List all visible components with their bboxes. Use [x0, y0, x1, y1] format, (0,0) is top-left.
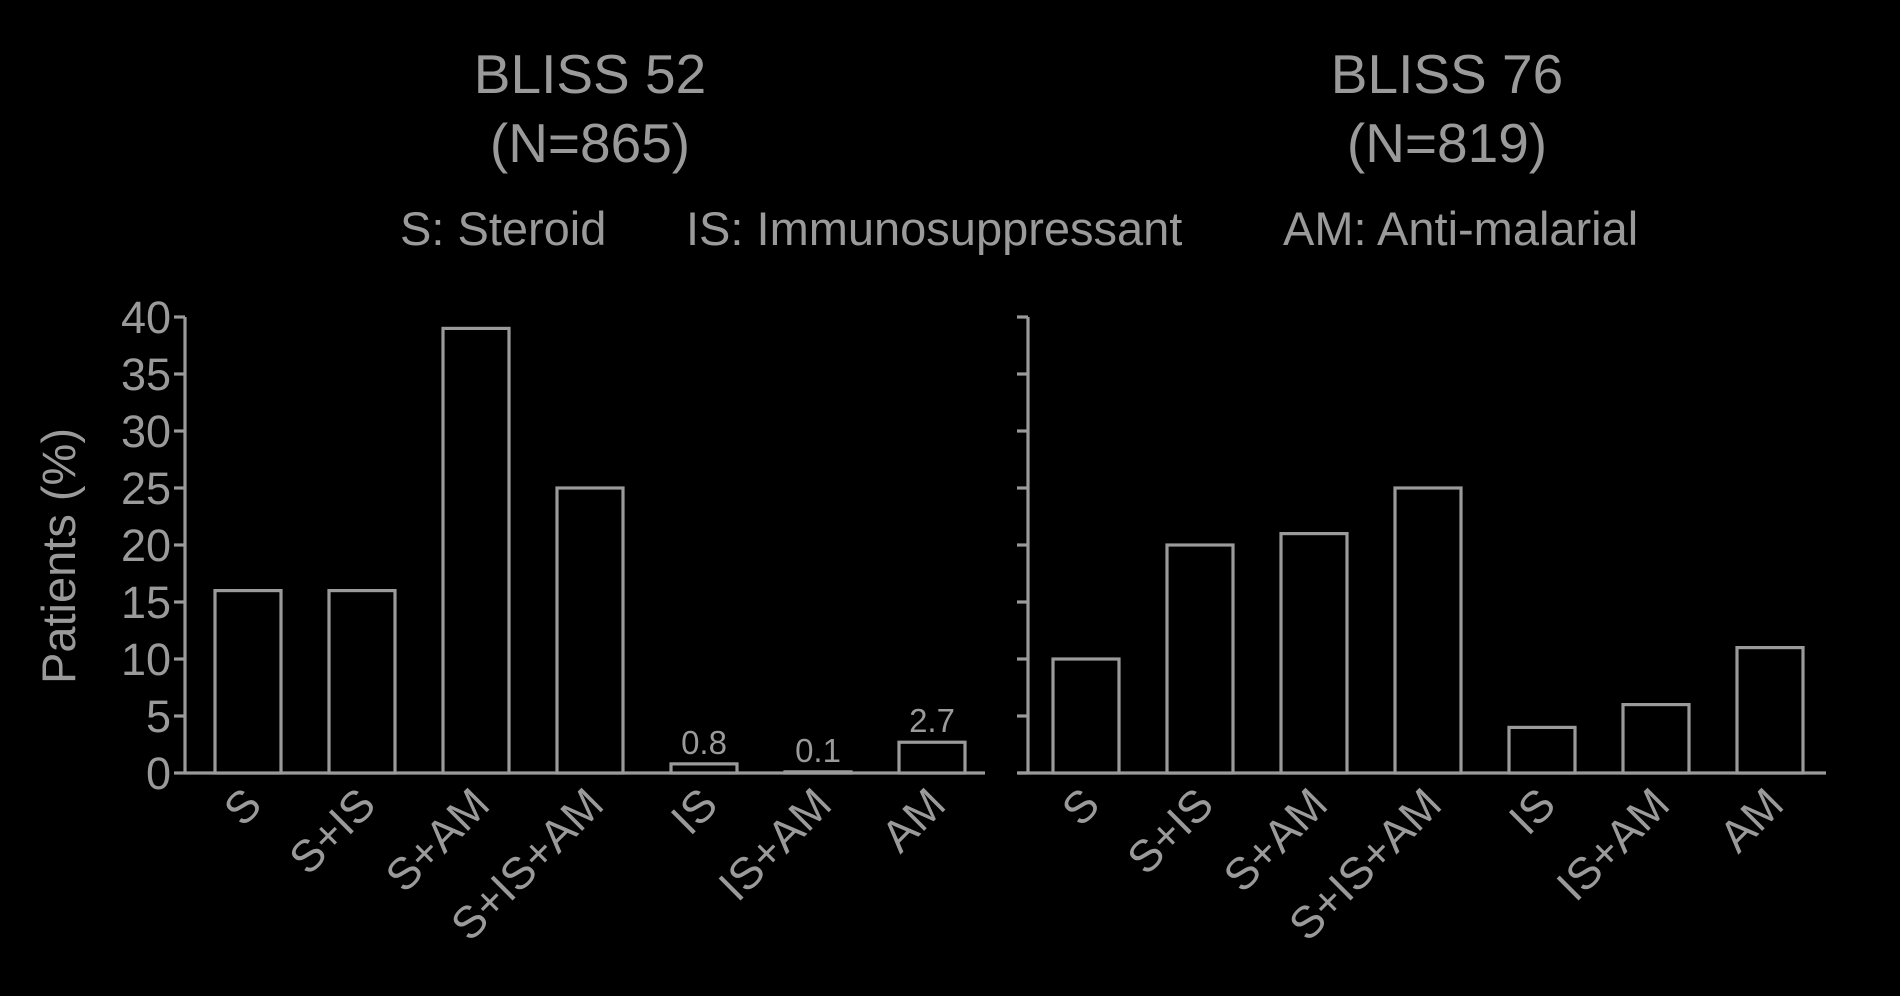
x-tick-label: S — [214, 778, 271, 835]
bar-s — [213, 588, 283, 775]
x-tick-label: IS+AM — [1547, 778, 1679, 910]
y-tick-label: 25 — [121, 463, 171, 514]
legend-item-immunosuppressant: IS: Immunosuppressant — [686, 202, 1182, 255]
y-tick-label: 15 — [121, 577, 171, 628]
y-tick-label: 10 — [121, 634, 171, 685]
bar-is-am — [783, 770, 853, 775]
legend-item-steroid: S: Steroid — [400, 202, 606, 255]
y-tick-label: 20 — [121, 520, 171, 571]
bar-am — [897, 740, 967, 775]
legend-item-anti-malarial: AM: Anti-malarial — [1283, 202, 1638, 255]
x-tick-label: IS+AM — [709, 778, 841, 910]
x-tick-label: S — [1052, 778, 1109, 835]
bar-am — [1735, 645, 1805, 775]
x-tick-label: AM — [1709, 778, 1793, 862]
y-tick-label: 0 — [146, 748, 171, 799]
bar-s-is-am — [1393, 486, 1463, 775]
y-tick-label: 40 — [121, 292, 171, 343]
y-axis-label: Patients (%) — [32, 428, 85, 684]
bar-is-am — [1621, 702, 1691, 775]
chart-subtitle-left: (N=865) — [490, 112, 690, 174]
data-label: 0.1 — [795, 732, 841, 769]
x-tick-label: IS — [1499, 778, 1565, 844]
bar-s — [1051, 657, 1121, 775]
bar-s-am — [441, 326, 511, 775]
x-tick-label: S+IS — [279, 778, 385, 884]
bar-s-am — [1279, 531, 1349, 775]
chart-title-left: BLISS 52 — [474, 43, 706, 105]
bar-s-is — [327, 588, 397, 775]
y-tick-label: 35 — [121, 349, 171, 400]
x-tick-label: S+IS — [1117, 778, 1223, 884]
data-label: 2.7 — [909, 702, 955, 739]
x-tick-label: IS — [661, 778, 727, 844]
y-tick-label: 5 — [146, 691, 171, 742]
bar-s-is-am — [555, 486, 625, 775]
bar-is — [669, 762, 739, 775]
x-tick-label: AM — [871, 778, 955, 862]
data-label: 0.8 — [681, 724, 727, 761]
bar-s-is — [1165, 543, 1235, 775]
y-tick-label: 30 — [121, 406, 171, 457]
chart-title-right: BLISS 76 — [1331, 43, 1563, 105]
bar-is — [1507, 725, 1577, 775]
chart-subtitle-right: (N=819) — [1347, 112, 1547, 174]
